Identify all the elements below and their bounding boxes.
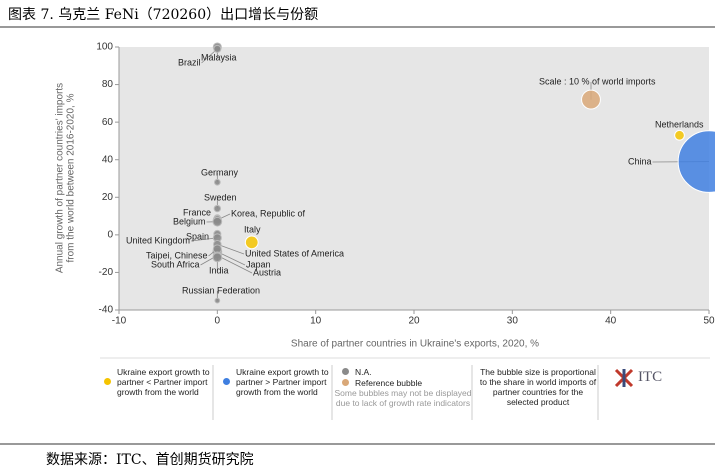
source: 数据来源：ITC、首创期货研究院 [46, 452, 254, 468]
point-label: Taipei, Chinese [146, 250, 208, 260]
bubble [213, 204, 222, 213]
logo-icon [614, 368, 634, 388]
point-label: Sweden [204, 192, 237, 202]
point-label: United Kingdom [126, 235, 190, 245]
point-label: Italy [244, 224, 261, 234]
legend-entry: Ukraine export growth to partner > Partn… [236, 367, 329, 397]
bubble [212, 216, 223, 227]
bubble [213, 44, 222, 53]
y-tick-label: -40 [99, 305, 114, 316]
point-label: South Africa [151, 259, 200, 269]
header-title: 图表 7. 乌克兰 FeNi（720260）出口增长与份额 [8, 7, 319, 23]
leader-line [217, 255, 253, 274]
point-label: Brazil [178, 57, 201, 67]
legend-swatch [223, 378, 230, 385]
bubble [677, 130, 715, 193]
bubble [581, 89, 601, 110]
x-tick-label: 0 [215, 316, 221, 327]
plot-area [119, 47, 709, 310]
point-label: Belgium [173, 216, 206, 226]
leader-line [217, 243, 245, 255]
x-axis-label: Share of partner countries in Ukraine's … [291, 339, 539, 350]
legend-swatch [342, 368, 349, 375]
x-tick-label: 20 [408, 316, 420, 327]
point-label: Japan [246, 259, 271, 269]
size-note: The bubble size is proportional to the s… [479, 367, 597, 407]
y-axis-label: Annual growth of partner countries' impo… [55, 83, 66, 273]
y-tick-label: 0 [107, 229, 113, 240]
x-tick-label: 40 [605, 316, 617, 327]
point-label: Spain [186, 231, 209, 241]
point-label: India [209, 265, 229, 275]
x-tick-label: 10 [310, 316, 322, 327]
y-tick-label: 40 [102, 154, 114, 165]
legend-swatch [342, 379, 349, 386]
point-label: France [183, 207, 211, 217]
legend-entry: N.A. [355, 367, 372, 377]
point-label: Scale : 10 % of world imports [539, 76, 656, 86]
y-tick-label: 80 [102, 79, 114, 90]
point-label: Malaysia [201, 52, 237, 62]
bubble [674, 129, 685, 141]
y-tick-label: 60 [102, 117, 114, 128]
bubble [244, 235, 259, 250]
point-label: China [628, 156, 652, 166]
logo: ITC [638, 369, 663, 385]
point-label: Russian Federation [182, 285, 260, 295]
point-label: Netherlands [655, 119, 704, 129]
bubble [213, 178, 221, 186]
x-tick-label: 50 [703, 316, 715, 327]
x-tick-label: -10 [112, 316, 127, 327]
x-tick-label: 30 [507, 316, 519, 327]
bubble [214, 297, 221, 304]
point-label: Korea, Republic of [231, 208, 306, 218]
y-axis-label: from the world between 2016-2020, % [66, 93, 77, 262]
legend-entry: Reference bubble [355, 378, 423, 388]
y-tick-label: -20 [99, 267, 114, 278]
legend-note: Some bubbles may not be displayed due to… [334, 388, 472, 408]
leader-line [217, 251, 246, 266]
y-tick-label: 100 [96, 42, 113, 53]
y-tick-label: 20 [102, 192, 114, 203]
point-label: Austria [253, 267, 281, 277]
bubble [212, 252, 223, 263]
legend-swatch [104, 378, 111, 385]
point-label: Germany [201, 167, 239, 177]
point-label: United States of America [245, 248, 344, 258]
legend-entry: Ukraine export growth to partner < Partn… [117, 367, 210, 397]
